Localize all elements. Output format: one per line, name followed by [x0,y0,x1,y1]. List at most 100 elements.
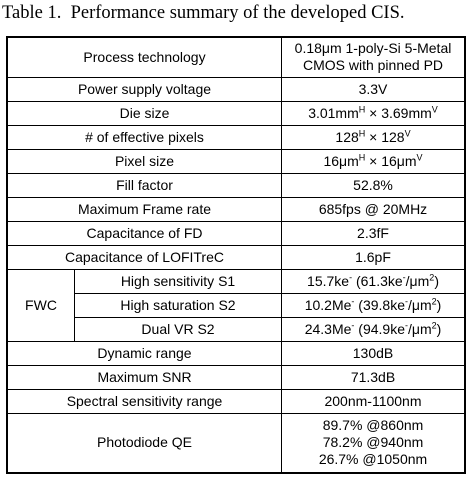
group-label: FWC [6,268,75,342]
row-label: High saturation S2 [73,292,283,318]
superscript: V [404,127,411,138]
table-row: Dual VR S2 24.3Me- (94.9ke-/μm2) [7,316,466,342]
value-line: 24.3Me- (94.9ke-/μm2) [284,319,462,338]
value-text: 15.7ke [307,272,350,289]
table-row: Pixel size 16μmH × 16μmV [6,148,466,174]
value-cell: 16μmH × 16μmV [281,148,466,174]
value-text: × 16μm [365,152,417,169]
value-text: (94.9ke [354,320,405,337]
value-line: 15.7ke- (61.3ke-/μm2) [284,271,462,290]
row-label: Process technology [6,36,283,78]
row-label: # of effective pixels [6,124,283,150]
value-line: 685fps @ 20MHz [318,200,428,217]
value-text: 16μm [323,152,359,169]
value-line: 89.7% @860nm [322,417,424,434]
row-label: Dual VR S2 [73,316,283,342]
table-row: Power supply voltage 3.3V [6,76,466,102]
superscript: - [351,295,355,306]
superscript: - [349,271,353,282]
row-label: Pixel size [6,148,283,174]
value-cell: 10.2Me- (39.8ke-/μm2) [281,292,466,318]
table-row: Maximum SNR 71.3dB [6,364,466,390]
value-text: × 3.69mm [365,104,432,121]
value-text: 10.2Me [304,296,352,313]
table-row: Die size 3.01mmH × 3.69mmV [6,100,466,126]
table-row: Photodiode QE 89.7% @860nm 78.2% @940nm 26.… [6,412,466,474]
value-cell: 24.3Me- (94.9ke-/μm2) [281,316,466,342]
row-label: Capacitance of LOFITreC [6,244,283,270]
value-cell: 15.7ke- (61.3ke-/μm2) [281,268,466,294]
row-label: Dynamic range [6,340,283,366]
value-text: /μm [405,272,430,289]
value-text: (61.3ke [352,272,403,289]
table-row: Spectral sensitivity range 200nm-1100nm [6,388,466,414]
superscript: H [358,127,366,138]
table-row: # of effective pixels 128H × 128V [6,124,466,150]
value-cell: 130dB [281,340,466,366]
value-cell: 2.3fF [281,220,466,246]
value-cell: 52.8% [281,172,466,198]
value-line: 200nm-1100nm [324,392,422,409]
superscript: - [405,295,408,306]
value-line: 10.2Me- (39.8ke-/μm2) [284,295,462,314]
value-line: 26.7% @1050nm [318,451,428,468]
table-row: FWC High sensitivity S1 15.7ke- (61.3ke-/μ… [6,268,466,342]
value-cell: 3.3V [281,76,466,102]
superscript: 2 [431,319,437,330]
row-label: High sensitivity S1 [73,268,283,294]
superscript: - [351,319,355,330]
table-row: Dynamic range 130dB [6,340,466,366]
table-row: Maximum Frame rate 685fps @ 20MHz [6,196,466,222]
row-label: Maximum SNR [6,364,283,390]
value-line: 78.2% @940nm [322,434,424,451]
row-label: Spectral sensitivity range [6,388,283,414]
value-text: /μm [408,296,432,313]
superscript: V [431,103,438,114]
value-text: × 128 [365,128,405,145]
row-label: Photodiode QE [6,412,283,474]
value-line: 2.3fF [357,224,389,241]
value-line: 3.3V [358,80,388,97]
value-line: 71.3dB [350,368,396,385]
table-row: Capacitance of LOFITreC 1.6pF [6,244,466,270]
table-row: Process technology 0.18μm 1-poly-Si 5-Met… [6,36,466,78]
value-line: 128H × 128V [284,127,462,146]
value-cell: 128H × 128V [281,124,466,150]
value-text: ) [436,296,442,313]
table-row: High saturation S2 10.2Me- (39.8ke-/μm2) [7,292,466,318]
value-text: /μm [408,320,432,337]
value-cell: 3.01mmH × 3.69mmV [281,100,466,126]
row-label: Die size [6,100,283,126]
value-line: 3.01mmH × 3.69mmV [284,103,462,122]
value-cell: 1.6pF [281,244,466,270]
row-label: Capacitance of FD [6,220,283,246]
superscript: V [416,151,423,162]
value-cell: 89.7% @860nm 78.2% @940nm 26.7% @1050nm [281,412,466,474]
table-title: Table 1. Performance summary of the deve… [2,3,405,23]
value-line: 52.8% [353,176,393,193]
value-line: 0.18μm 1-poly-Si 5-Metal [294,40,452,57]
value-text: ) [434,272,439,289]
value-line: 1.6pF [355,248,391,265]
table-row: Capacitance of FD 2.3fF [6,220,466,246]
performance-table: Process technology 0.18μm 1-poly-Si 5-Met… [6,36,466,474]
value-cell: 71.3dB [281,364,466,390]
value-cell: 200nm-1100nm [281,388,466,414]
value-text: 128 [335,128,359,145]
value-cell: 685fps @ 20MHz [281,196,466,222]
value-text: 3.01mm [308,104,359,121]
value-text: (39.8ke [354,296,405,313]
value-text: 24.3Me [304,320,352,337]
value-line: 130dB [352,344,394,361]
table-row: Fill factor 52.8% [6,172,466,198]
superscript: 2 [431,295,437,306]
superscript: - [405,319,408,330]
value-cell: 0.18μm 1-poly-Si 5-Metal CMOS with pinned… [281,36,466,78]
value-text: ) [436,320,442,337]
value-line: 16μmH × 16μmV [284,151,462,170]
superscript: - [402,271,406,282]
row-label: Fill factor [6,172,283,198]
value-line: CMOS with pinned PD [302,57,444,74]
superscript: H [358,151,366,162]
